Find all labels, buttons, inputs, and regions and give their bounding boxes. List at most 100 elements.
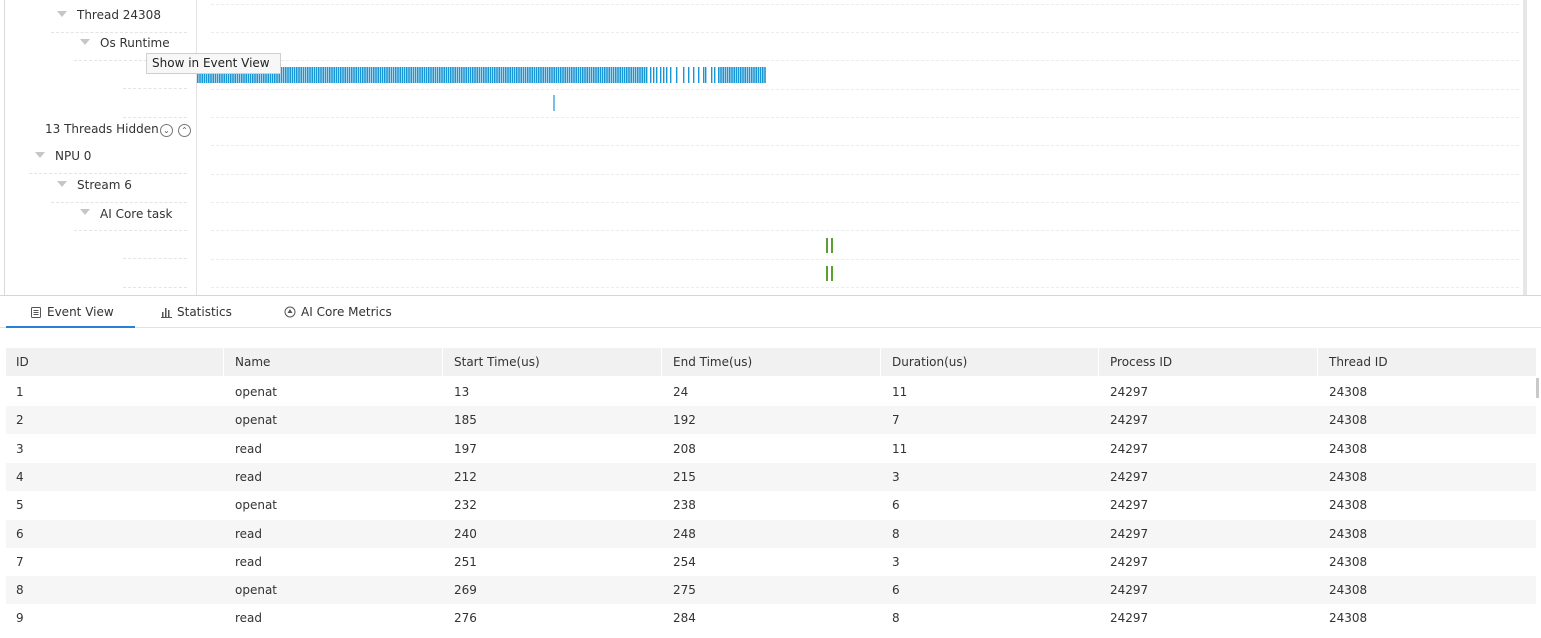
os-runtime-event[interactable] — [291, 67, 294, 83]
os-runtime-event[interactable] — [714, 67, 716, 83]
table-row[interactable]: 7 read 251 254 3 24297 24308 — [6, 548, 1536, 576]
os-runtime-event[interactable] — [562, 67, 564, 83]
column-header-duration[interactable]: Duration(us) — [892, 355, 968, 369]
os-runtime-event[interactable] — [348, 67, 351, 83]
os-runtime-event[interactable] — [307, 67, 309, 83]
os-runtime-event[interactable] — [663, 67, 665, 83]
os-runtime-event[interactable] — [425, 67, 428, 83]
os-runtime-event[interactable] — [461, 67, 463, 83]
tab-statistics[interactable]: Statistics — [160, 296, 232, 328]
table-row[interactable]: 5 openat 232 238 6 24297 24308 — [6, 491, 1536, 519]
os-runtime-event[interactable] — [410, 67, 412, 83]
os-runtime-event[interactable] — [524, 67, 527, 83]
os-runtime-event[interactable] — [511, 67, 514, 83]
table-row[interactable]: 6 read 240 248 8 24297 24308 — [6, 519, 1536, 548]
os-runtime-event[interactable] — [384, 67, 386, 83]
os-runtime-event[interactable] — [593, 67, 595, 83]
os-runtime-event[interactable] — [722, 67, 724, 83]
os-runtime-event[interactable] — [586, 67, 588, 83]
table-row[interactable]: 3 read 197 208 11 24297 24308 — [6, 435, 1536, 463]
os-runtime-event[interactable] — [498, 67, 500, 83]
os-runtime-event[interactable] — [485, 67, 487, 83]
os-runtime-event[interactable] — [507, 67, 509, 83]
column-divider[interactable] — [880, 348, 881, 376]
os-runtime-event[interactable] — [643, 67, 646, 83]
os-runtime-event[interactable] — [660, 67, 662, 83]
os-runtime-event[interactable] — [626, 67, 628, 83]
os-runtime-event[interactable] — [641, 67, 643, 83]
os-runtime-event[interactable] — [577, 67, 580, 83]
os-runtime-event[interactable] — [447, 67, 450, 83]
os-runtime-event[interactable] — [342, 67, 344, 83]
os-runtime-event[interactable] — [392, 67, 395, 83]
ai-core-event[interactable] — [826, 238, 828, 253]
os-runtime-event[interactable] — [357, 67, 360, 83]
os-runtime-event[interactable] — [595, 67, 597, 83]
os-runtime-event[interactable] — [724, 67, 727, 83]
double-chevron-up-icon[interactable]: ⌃ — [178, 124, 191, 137]
os-runtime-event[interactable] — [599, 67, 602, 83]
table-row[interactable]: 4 read 212 215 3 24297 24308 — [6, 462, 1536, 491]
os-runtime-event[interactable] — [403, 67, 406, 83]
os-runtime-event[interactable] — [452, 67, 454, 83]
os-runtime-event[interactable] — [353, 67, 355, 83]
os-runtime-event[interactable] — [560, 67, 562, 83]
os-runtime-event[interactable] — [735, 67, 738, 83]
os-runtime-event[interactable] — [520, 67, 522, 83]
os-runtime-event[interactable] — [513, 67, 516, 83]
os-runtime-event[interactable] — [419, 67, 421, 83]
os-runtime-event[interactable] — [546, 67, 549, 83]
os-runtime-event[interactable] — [688, 67, 690, 83]
os-runtime-event[interactable] — [740, 67, 742, 83]
os-runtime-event[interactable] — [324, 67, 327, 83]
tree-row-ai-core-task[interactable]: AI Core task — [0, 202, 196, 231]
os-runtime-event[interactable] — [362, 67, 364, 83]
os-runtime-event[interactable] — [311, 67, 313, 83]
os-runtime-event[interactable] — [634, 67, 637, 83]
table-row[interactable]: 2 openat 185 192 7 24297 24308 — [6, 406, 1536, 435]
os-runtime-event[interactable] — [683, 67, 685, 83]
os-runtime-event[interactable] — [331, 67, 333, 83]
os-runtime-event[interactable] — [606, 67, 608, 83]
os-runtime-event[interactable] — [289, 67, 291, 83]
tree-row-stream[interactable]: Stream 6 — [0, 174, 196, 203]
os-runtime-event[interactable] — [478, 67, 481, 83]
os-runtime-event[interactable] — [375, 67, 377, 83]
os-runtime-event[interactable] — [377, 67, 379, 83]
os-runtime-event[interactable] — [494, 67, 496, 83]
os-runtime-event[interactable] — [344, 67, 346, 83]
os-runtime-event[interactable] — [355, 67, 357, 83]
os-runtime-event[interactable] — [388, 67, 390, 83]
os-runtime-event[interactable] — [390, 67, 393, 83]
os-runtime-event[interactable] — [463, 67, 465, 83]
os-runtime-event[interactable] — [417, 67, 419, 83]
os-runtime-event[interactable] — [408, 67, 410, 83]
os-runtime-event[interactable] — [340, 67, 342, 83]
ai-core-event[interactable] — [831, 266, 833, 281]
os-runtime-event[interactable] — [573, 67, 575, 83]
tree-row-npu[interactable]: NPU 0 — [0, 145, 196, 174]
event-track[interactable] — [0, 0, 1541, 295]
os-runtime-event[interactable] — [469, 67, 472, 83]
os-runtime-event[interactable] — [423, 67, 426, 83]
os-runtime-event[interactable] — [670, 67, 672, 83]
os-runtime-event[interactable] — [553, 67, 555, 83]
os-runtime-event[interactable] — [753, 67, 755, 83]
os-runtime-event[interactable] — [608, 67, 610, 83]
os-runtime-event[interactable] — [379, 67, 382, 83]
os-runtime-event[interactable] — [527, 67, 529, 83]
column-header-process-id[interactable]: Process ID — [1110, 355, 1173, 369]
os-runtime-event[interactable] — [465, 67, 467, 83]
os-runtime-event[interactable] — [726, 67, 729, 83]
os-runtime-event[interactable] — [742, 67, 744, 83]
os-runtime-event[interactable] — [441, 67, 443, 83]
os-runtime-event[interactable] — [320, 67, 322, 83]
os-runtime-event[interactable] — [705, 67, 707, 83]
os-runtime-event[interactable] — [764, 67, 766, 83]
os-runtime-event[interactable] — [439, 67, 441, 83]
os-runtime-event[interactable] — [711, 67, 713, 83]
tree-row-thread[interactable]: Thread 24308 — [0, 4, 196, 33]
os-runtime-event[interactable] — [430, 67, 432, 83]
os-runtime-event[interactable] — [313, 67, 316, 83]
os-runtime-event[interactable] — [617, 67, 619, 83]
